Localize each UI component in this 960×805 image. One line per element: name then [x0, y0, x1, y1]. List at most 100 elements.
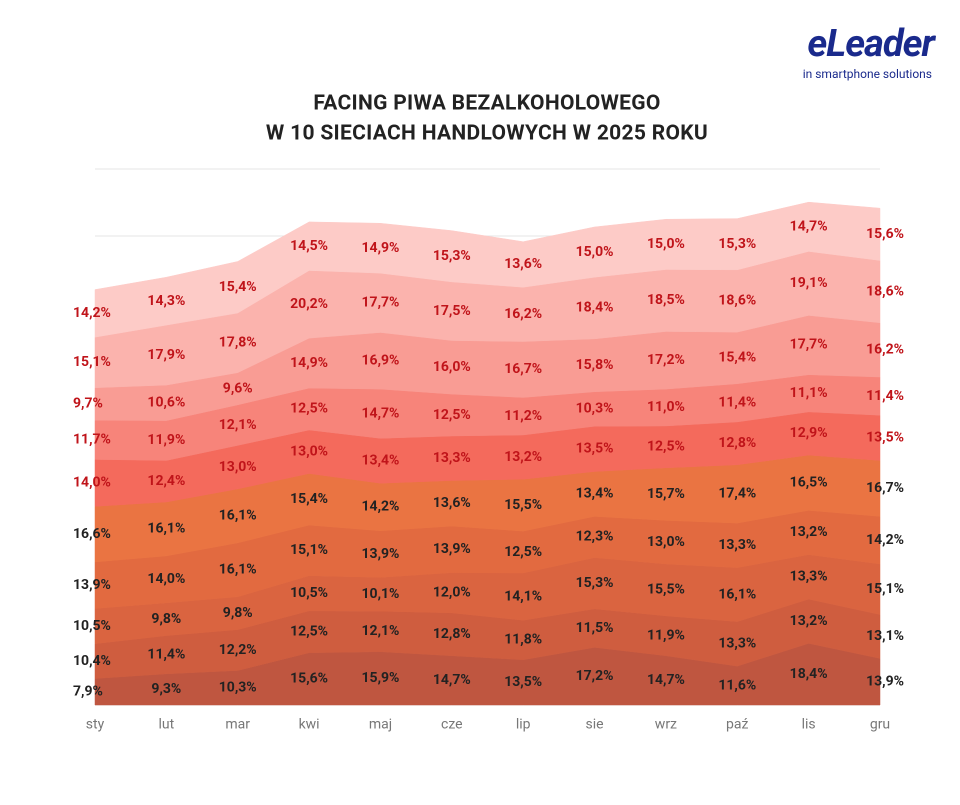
data-label: 11,9%: [147, 432, 185, 448]
data-label: 17,4%: [718, 486, 756, 502]
data-label: 12,5%: [504, 544, 542, 560]
data-label: 15,7%: [647, 486, 685, 502]
logo: eLeader in smartphone solutions: [803, 22, 938, 81]
data-label: 16,7%: [504, 361, 542, 377]
data-label: 12,5%: [433, 407, 471, 423]
data-label: 16,1%: [147, 521, 185, 537]
data-label: 12,1%: [362, 623, 400, 639]
x-tick-label: cze: [441, 717, 463, 733]
data-label: 12,5%: [290, 401, 328, 417]
data-label: 13,5%: [504, 674, 542, 690]
data-label: 7,9%: [73, 683, 103, 699]
data-label: 10,3%: [576, 401, 614, 417]
data-label: 13,0%: [647, 534, 685, 550]
data-label: 12,4%: [147, 473, 185, 489]
data-label: 14,2%: [73, 305, 111, 321]
data-label: 13,5%: [866, 430, 904, 446]
data-label: 13,3%: [790, 569, 828, 585]
data-label: 14,0%: [73, 475, 111, 491]
data-label: 10,5%: [73, 618, 111, 634]
data-label: 12,9%: [790, 425, 828, 441]
data-label: 18,6%: [718, 293, 756, 309]
data-label: 20,2%: [290, 296, 328, 312]
data-label: 13,6%: [504, 256, 542, 272]
data-label: 14,9%: [362, 240, 400, 256]
data-label: 13,9%: [433, 541, 471, 557]
data-label: 15,0%: [576, 244, 614, 260]
data-label: 16,0%: [433, 359, 471, 375]
data-label: 16,1%: [219, 562, 257, 578]
data-label: 13,6%: [433, 495, 471, 511]
chart-title: W 10 SIECIACH HANDLOWYCH W 2025 ROKU: [266, 122, 708, 146]
data-label: 10,5%: [290, 585, 328, 601]
data-label: 16,1%: [718, 586, 756, 602]
data-label: 14,7%: [362, 405, 400, 421]
data-label: 12,0%: [433, 584, 471, 600]
data-label: 9,8%: [151, 611, 181, 627]
x-tick-label: wrz: [655, 717, 677, 733]
data-label: 14,7%: [433, 672, 471, 688]
data-label: 14,5%: [290, 238, 328, 254]
x-tick-label: lis: [802, 717, 816, 733]
data-label: 11,9%: [647, 628, 685, 644]
data-label: 13,2%: [504, 449, 542, 465]
data-label: 15,4%: [219, 279, 257, 295]
data-label: 13,3%: [718, 636, 756, 652]
data-label: 11,5%: [576, 620, 614, 636]
data-label: 10,4%: [73, 653, 111, 669]
data-label: 15,9%: [362, 670, 400, 686]
x-tick-label: sie: [586, 717, 604, 733]
data-label: 12,1%: [219, 417, 257, 433]
data-label: 11,0%: [647, 399, 685, 415]
x-tick-label: kwi: [299, 717, 320, 733]
logo-tagline: in smartphone solutions: [803, 67, 932, 81]
data-label: 11,1%: [790, 385, 828, 401]
data-label: 12,8%: [718, 435, 756, 451]
data-label: 15,4%: [718, 350, 756, 366]
data-label: 16,6%: [73, 526, 111, 542]
data-label: 18,4%: [576, 300, 614, 316]
data-label: 17,8%: [219, 335, 257, 351]
x-tick-label: lip: [516, 717, 531, 733]
data-label: 13,9%: [362, 546, 400, 562]
data-label: 14,2%: [866, 532, 904, 548]
x-tick-label: lut: [159, 717, 175, 733]
data-label: 16,1%: [219, 508, 257, 524]
data-label: 14,1%: [504, 588, 542, 604]
data-label: 12,2%: [219, 642, 257, 658]
data-label: 15,5%: [504, 497, 542, 513]
data-label: 17,7%: [790, 337, 828, 353]
data-label: 13,9%: [866, 673, 904, 689]
data-label: 17,7%: [362, 295, 400, 311]
data-label: 14,0%: [147, 571, 185, 587]
data-label: 15,0%: [647, 236, 685, 252]
data-label: 14,9%: [290, 355, 328, 371]
data-label: 11,8%: [504, 632, 542, 648]
data-label: 18,4%: [790, 666, 828, 682]
data-label: 10,3%: [219, 679, 257, 695]
data-label: 13,5%: [576, 441, 614, 457]
data-label: 12,5%: [647, 439, 685, 455]
data-label: 16,7%: [866, 480, 904, 496]
data-label: 13,4%: [362, 452, 400, 468]
data-label: 11,6%: [718, 677, 756, 693]
data-label: 14,3%: [147, 293, 185, 309]
data-label: 9,6%: [223, 380, 253, 396]
data-label: 15,5%: [647, 582, 685, 598]
data-label: 13,2%: [790, 524, 828, 540]
x-tick-label: gru: [870, 717, 890, 733]
data-label: 13,3%: [718, 537, 756, 553]
x-tick-label: sty: [86, 717, 105, 733]
data-label: 14,7%: [790, 218, 828, 234]
data-label: 13,1%: [866, 628, 904, 644]
data-label: 15,3%: [433, 248, 471, 264]
data-label: 14,2%: [362, 499, 400, 515]
data-label: 12,5%: [290, 624, 328, 640]
data-label: 15,3%: [718, 236, 756, 252]
data-label: 19,1%: [790, 275, 828, 291]
data-label: 15,3%: [576, 575, 614, 591]
data-label: 13,0%: [219, 459, 257, 475]
data-label: 13,0%: [290, 443, 328, 459]
data-label: 11,4%: [718, 395, 756, 411]
